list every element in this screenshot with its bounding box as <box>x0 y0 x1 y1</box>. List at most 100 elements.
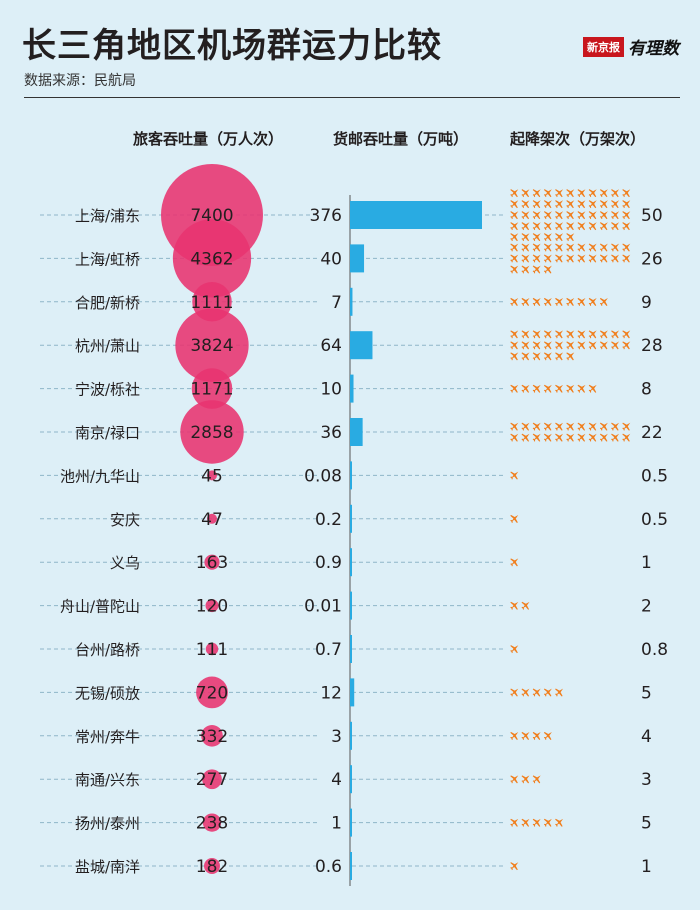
cargo-bar <box>350 721 352 750</box>
cargo-bar <box>350 461 352 490</box>
airplane-icon <box>532 254 541 263</box>
airplane-icon <box>555 422 564 431</box>
airplane-icon <box>532 384 541 393</box>
passenger-bubble <box>202 813 222 832</box>
airplane-icon <box>566 243 575 252</box>
passenger-bubble <box>201 724 223 747</box>
airplane-icon <box>510 211 519 220</box>
airplane-icon <box>543 200 552 209</box>
airplane-icon <box>611 222 620 231</box>
cargo-bar <box>350 331 373 360</box>
airplane-icon <box>521 601 530 610</box>
airplane-icon <box>543 222 552 231</box>
airplane-icon <box>543 818 552 827</box>
airplane-icon <box>555 243 564 252</box>
airplane-icon <box>543 297 552 306</box>
passenger-value: 182 <box>196 857 228 877</box>
airplane-icon <box>555 189 564 198</box>
cargo-value: 36 <box>320 423 342 443</box>
airplane-icon <box>543 384 552 393</box>
airplane-icon <box>577 297 586 306</box>
airplane-icon <box>532 297 541 306</box>
passenger-value: 2858 <box>190 423 233 443</box>
airplane-icon <box>566 341 575 350</box>
header-divider <box>24 97 680 98</box>
cargo-value: 0.6 <box>315 857 342 877</box>
airplane-icon <box>599 330 608 339</box>
airplane-icon <box>555 222 564 231</box>
airport-label: 常州/奔牛 <box>75 728 140 746</box>
passenger-bubble <box>207 513 217 524</box>
airplane-icon <box>588 341 597 350</box>
cargo-value: 3 <box>331 727 342 747</box>
airplane-icon <box>521 688 530 697</box>
airplane-icon <box>510 352 519 361</box>
airplane-icon <box>577 200 586 209</box>
airplane-icon <box>543 688 552 697</box>
cargo-value: 0.08 <box>304 466 342 486</box>
airplane-icon <box>611 330 620 339</box>
flights-value: 0.5 <box>641 466 668 486</box>
airplane-icon <box>532 265 541 274</box>
airplane-icon <box>543 211 552 220</box>
airport-label: 安庆 <box>110 511 140 529</box>
airplane-icon <box>532 688 541 697</box>
flights-value: 3 <box>641 770 652 790</box>
cargo-value: 4 <box>331 770 342 790</box>
airplane-icon <box>543 254 552 263</box>
cargo-bar <box>350 591 352 620</box>
passenger-value: 4362 <box>190 249 233 269</box>
airplane-icon <box>622 341 631 350</box>
airplane-icon <box>577 222 586 231</box>
airplane-icon <box>521 341 530 350</box>
airplane-icon <box>510 471 519 480</box>
airplane-icon <box>521 233 530 242</box>
airplane-icon <box>510 341 519 350</box>
flights-value: 1 <box>641 553 652 573</box>
airplane-icon <box>566 189 575 198</box>
airplane-icon <box>588 433 597 442</box>
airplane-icon <box>611 211 620 220</box>
cargo-bar <box>350 765 352 794</box>
flights-value: 4 <box>641 727 652 747</box>
airplane-icon <box>510 433 519 442</box>
airplane-icon <box>577 341 586 350</box>
airplane-icon <box>510 731 519 740</box>
airplane-icon <box>521 189 530 198</box>
cargo-bar <box>350 504 352 533</box>
airplane-icon <box>543 189 552 198</box>
airplane-icon <box>566 211 575 220</box>
passenger-bubble <box>202 769 222 790</box>
airplane-icon <box>521 243 530 252</box>
airplane-icon <box>588 422 597 431</box>
passenger-bubble <box>191 368 233 409</box>
airport-label: 宁波/栎社 <box>75 381 140 399</box>
flights-value: 8 <box>641 380 652 400</box>
airplane-icon <box>532 330 541 339</box>
airplane-icon <box>611 422 620 431</box>
airplane-icon <box>566 384 575 393</box>
airplane-icon <box>588 297 597 306</box>
passenger-bubble <box>205 599 219 613</box>
airplane-icon <box>510 243 519 252</box>
airplane-icon <box>543 265 552 274</box>
airplane-icon <box>611 189 620 198</box>
flights-value: 5 <box>641 683 652 703</box>
airplane-icon <box>588 211 597 220</box>
airport-label: 义乌 <box>110 554 140 572</box>
airplane-icon <box>532 233 541 242</box>
airplane-icon <box>521 818 530 827</box>
airplane-icon <box>599 341 608 350</box>
airplane-icon <box>521 200 530 209</box>
cargo-value: 1 <box>331 814 342 834</box>
airplane-icon <box>510 775 519 784</box>
cargo-value: 0.9 <box>315 553 342 573</box>
passenger-bubble <box>175 308 249 382</box>
passenger-value: 1111 <box>190 293 233 313</box>
passenger-bubble <box>204 858 220 874</box>
airplane-icon <box>510 233 519 242</box>
airplane-icon <box>521 222 530 231</box>
airplane-icon <box>611 200 620 209</box>
airplane-icon <box>555 233 564 242</box>
